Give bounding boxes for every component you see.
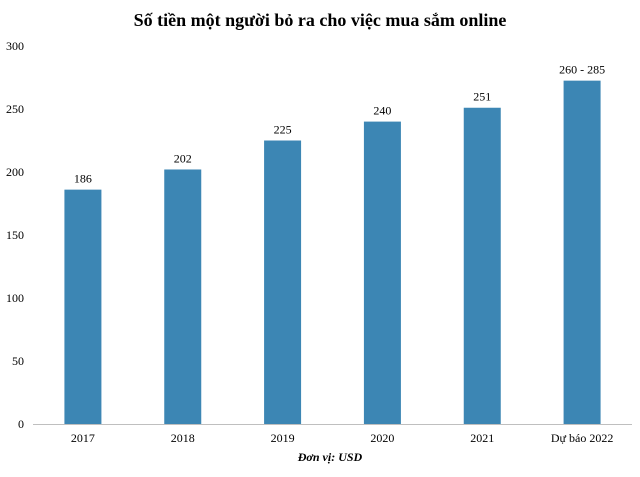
data-label: 202 [174, 151, 192, 165]
data-label: 186 [74, 172, 92, 186]
bar [563, 80, 601, 425]
y-axis: 0 50 100 150 200 250 300 [6, 39, 24, 431]
data-label: 260 - 285 [559, 63, 605, 77]
x-tick-label: 2017 [71, 431, 95, 445]
y-tick-label: 150 [6, 228, 24, 242]
data-label: 251 [473, 90, 491, 104]
data-label: 225 [274, 123, 292, 137]
bar [64, 189, 102, 424]
y-tick-label: 250 [6, 102, 24, 116]
bar [264, 140, 302, 424]
y-tick-label: 0 [18, 417, 24, 431]
x-tick-label: 2020 [370, 431, 394, 445]
y-tick-label: 50 [12, 354, 24, 368]
y-tick-label: 200 [6, 165, 24, 179]
bar [463, 107, 501, 425]
bars-group: 186 202 225 240 251 260 - 285 [64, 63, 605, 425]
x-tick-label: 2021 [470, 431, 494, 445]
x-tick-label: 2019 [271, 431, 295, 445]
x-axis: 2017 2018 2019 2020 2021 Dự báo 2022 [71, 431, 613, 445]
y-tick-label: 100 [6, 291, 24, 305]
x-tick-label: Dự báo 2022 [551, 431, 614, 445]
x-tick-label: 2018 [171, 431, 195, 445]
unit-note: Đơn vị: USD [297, 450, 363, 464]
y-tick-label: 300 [6, 39, 24, 53]
chart-title: Số tiền một người bỏ ra cho việc mua sắm… [133, 10, 507, 30]
data-label: 240 [373, 104, 391, 118]
bar [164, 169, 202, 424]
bar [363, 121, 401, 424]
